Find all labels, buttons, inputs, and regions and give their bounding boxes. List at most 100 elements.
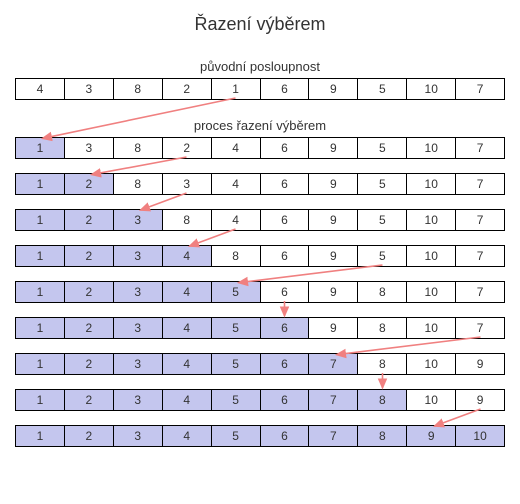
cell: 10 [406,173,456,195]
cell: 10 [406,281,456,303]
cell: 4 [162,317,212,339]
cell: 1 [15,137,65,159]
cell: 6 [260,281,310,303]
cell: 6 [260,317,310,339]
cell: 3 [64,78,114,100]
cell: 7 [308,425,358,447]
cell: 3 [113,389,163,411]
cell: 3 [162,173,212,195]
cell: 2 [64,245,114,267]
cell: 10 [406,78,456,100]
cell: 7 [455,173,505,195]
cell: 8 [357,317,407,339]
cell: 4 [162,425,212,447]
cell: 9 [406,425,456,447]
cell: 4 [162,281,212,303]
cell: 10 [406,317,456,339]
cell: 10 [406,209,456,231]
cell: 3 [113,353,163,375]
cell: 2 [64,425,114,447]
cell: 8 [357,353,407,375]
cell: 6 [260,173,310,195]
cell: 6 [260,389,310,411]
cell: 7 [308,353,358,375]
cell: 3 [113,245,163,267]
cell: 4 [211,173,261,195]
cell: 5 [357,137,407,159]
cell: 6 [260,137,310,159]
cell: 2 [64,317,114,339]
cell: 5 [211,281,261,303]
cell: 10 [406,389,456,411]
cell: 4 [162,353,212,375]
cell: 5 [211,353,261,375]
cell: 10 [406,137,456,159]
cell: 9 [308,78,358,100]
cell: 9 [308,137,358,159]
cell: 9 [308,209,358,231]
cell: 1 [211,78,261,100]
process-row: 13824695107 [15,137,505,159]
cell: 1 [15,209,65,231]
original-row: 43821695107 [15,78,505,100]
cell: 8 [113,78,163,100]
cell: 2 [64,353,114,375]
cell: 3 [113,209,163,231]
process-row: 12345698107 [15,317,505,339]
cell: 1 [15,353,65,375]
cell: 6 [260,209,310,231]
cell: 7 [455,209,505,231]
cell: 10 [406,353,456,375]
cell: 1 [15,281,65,303]
cell: 2 [64,209,114,231]
cell: 3 [113,425,163,447]
cell: 1 [15,173,65,195]
cell: 9 [308,173,358,195]
process-row: 12834695107 [15,173,505,195]
cell: 9 [455,389,505,411]
subtitle-process: proces řazení výběrem [0,118,520,133]
cell: 1 [15,317,65,339]
cell: 8 [211,245,261,267]
cell: 4 [162,245,212,267]
process-row: 12345678910 [15,425,505,447]
diagram-container: Řazení výběrem původní posloupnost 43821… [0,0,520,504]
cell: 5 [357,173,407,195]
cell: 7 [455,245,505,267]
cell: 5 [357,209,407,231]
cell: 4 [211,209,261,231]
cell: 10 [455,425,505,447]
cell: 6 [260,78,310,100]
subtitle-original: původní posloupnost [0,59,520,74]
cell: 8 [357,389,407,411]
cell: 9 [308,281,358,303]
cell: 4 [162,389,212,411]
cell: 8 [113,137,163,159]
cell: 4 [15,78,65,100]
process-row: 12345678109 [15,389,505,411]
cell: 9 [308,317,358,339]
cell: 5 [211,425,261,447]
cell: 6 [260,353,310,375]
cell: 3 [64,137,114,159]
cell: 3 [113,317,163,339]
cell: 9 [308,245,358,267]
cell: 5 [357,245,407,267]
process-row: 12348695107 [15,245,505,267]
cell: 5 [211,317,261,339]
cell: 8 [162,209,212,231]
cell: 2 [162,137,212,159]
cell: 2 [64,389,114,411]
cell: 7 [455,281,505,303]
cell: 7 [455,137,505,159]
cell: 7 [455,317,505,339]
cell: 1 [15,425,65,447]
cell: 8 [357,425,407,447]
cell: 7 [455,78,505,100]
cell: 1 [15,389,65,411]
cell: 2 [162,78,212,100]
process-rows: 1382469510712834695107123846951071234869… [0,137,520,447]
process-row: 12345698107 [15,281,505,303]
cell: 5 [357,78,407,100]
cell: 9 [455,353,505,375]
